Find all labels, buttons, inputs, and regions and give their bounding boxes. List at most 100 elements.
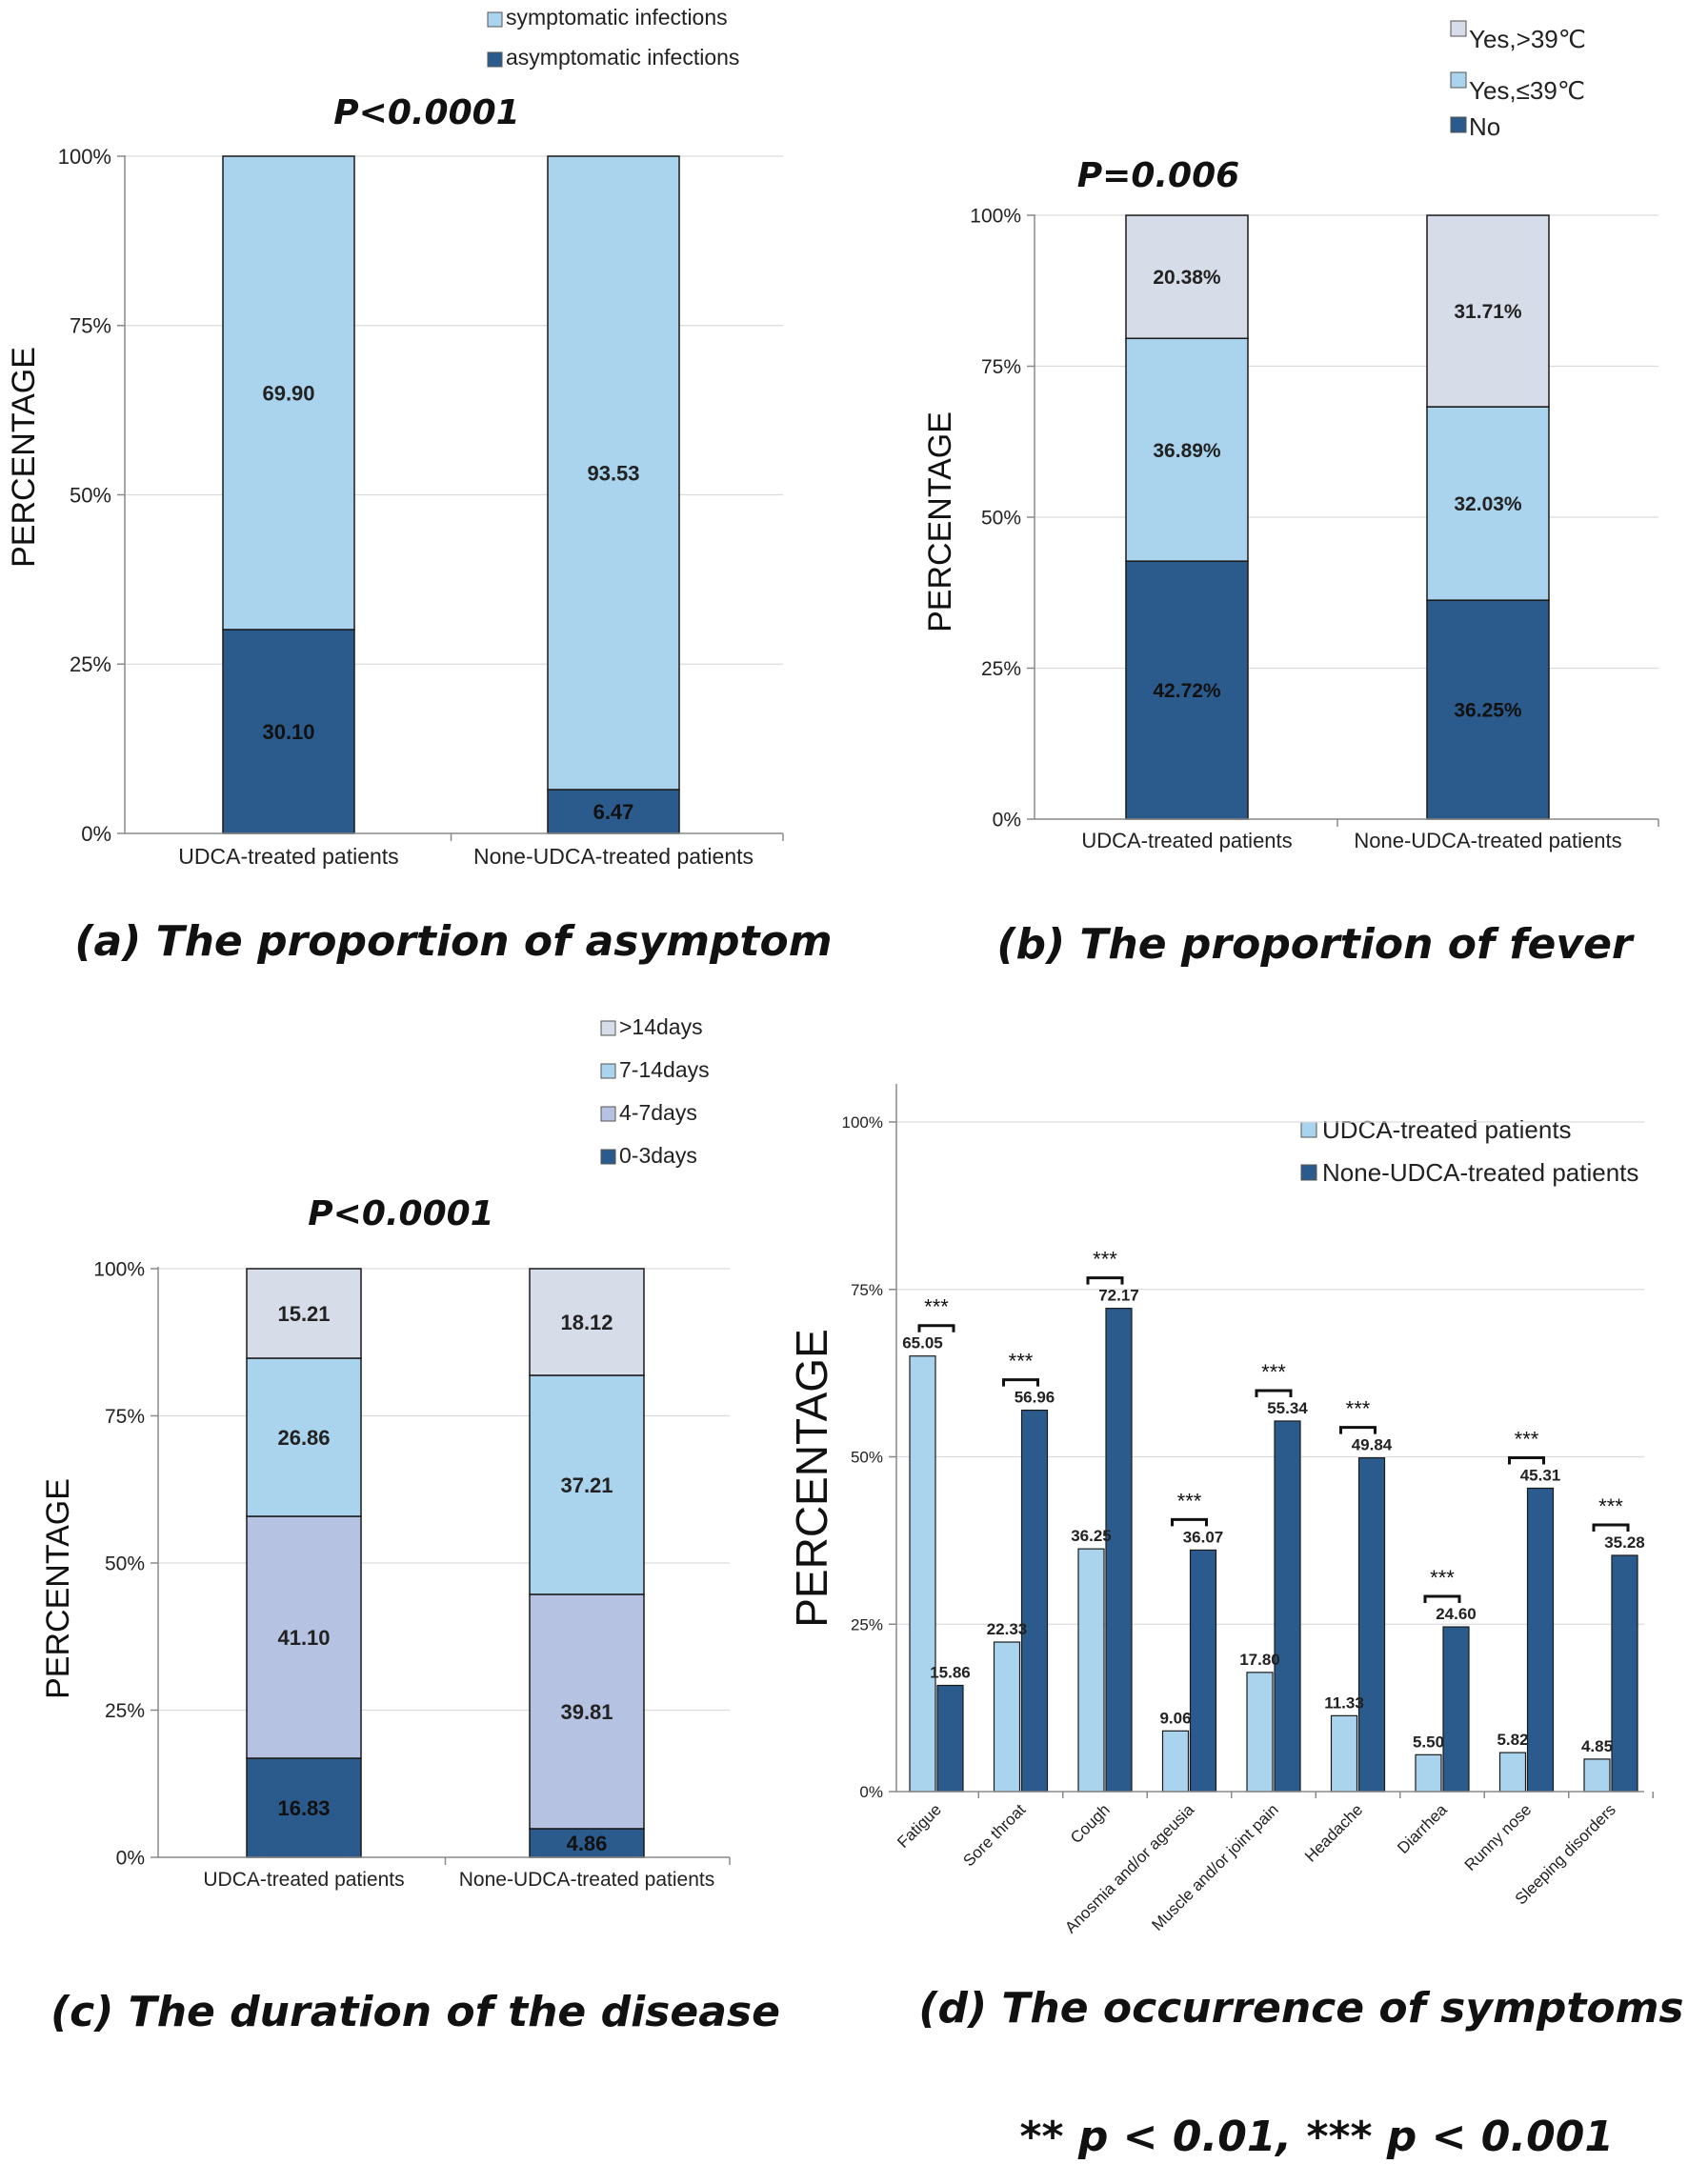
bar-segment — [222, 155, 355, 631]
y-tick-label: 75% — [981, 356, 1021, 378]
bar-segment — [246, 1357, 362, 1517]
stacked-bars — [246, 1268, 645, 1858]
data-label: 4.86 — [567, 1832, 608, 1855]
bar — [1161, 1730, 1190, 1793]
data-label: 15.21 — [277, 1302, 330, 1326]
caption-d: (d) The occurrence of symptoms — [918, 1984, 1683, 2033]
y-gridlines — [117, 155, 783, 834]
y-tick-label: 25% — [105, 1700, 145, 1722]
significance-brackets: *** *** *** *** *** *** *** *** *** — [917, 1248, 1630, 1604]
bar-segment — [1125, 214, 1249, 340]
data-label: 24.60 — [1436, 1605, 1477, 1623]
y-tick-label: 0% — [81, 822, 111, 846]
bar-segment — [246, 1268, 362, 1359]
y-tick-labels: 0% 25% 50% 75% 100% — [970, 206, 1021, 832]
y-axis-label: PERCENTAGE — [922, 411, 958, 632]
significance-marker: *** — [1515, 1427, 1539, 1451]
significance-marker: *** — [1009, 1350, 1034, 1373]
data-label: 55.34 — [1267, 1399, 1308, 1417]
data-labels: 42.72% 36.89% 20.38% 36.25% 32.03% 31.71% — [1153, 267, 1522, 721]
bar — [1020, 1409, 1049, 1793]
data-label: 65.05 — [902, 1334, 943, 1352]
significance-marker: *** — [1598, 1494, 1623, 1518]
legend-label-fever-high: Yes,>39℃ — [1469, 25, 1586, 53]
legend-swatch-udca — [1300, 1121, 1317, 1138]
y-tick-labels: 0% 25% 50% 75% 100% — [58, 145, 111, 846]
legend-label-4-7-days: 4-7days — [619, 1100, 697, 1125]
data-label: 56.96 — [1015, 1389, 1055, 1407]
y-tick-label: 100% — [93, 1259, 145, 1281]
caption-c: (c) The duration of the disease — [50, 1988, 780, 2036]
bar — [1498, 1752, 1527, 1793]
bar — [1526, 1487, 1555, 1793]
significance-marker: *** — [1261, 1360, 1286, 1384]
data-label: 4.85 — [1581, 1737, 1613, 1755]
significance-marker: *** — [1346, 1397, 1371, 1421]
bar — [1611, 1554, 1638, 1793]
data-label: 18.12 — [560, 1311, 613, 1334]
data-label: 72.17 — [1098, 1287, 1139, 1305]
stacked-bars — [222, 155, 680, 834]
bar — [1274, 1420, 1301, 1793]
chart-panel-d: UDCA-treated patients None-UDCA-treated … — [787, 1084, 1684, 2033]
y-gridlines — [1027, 214, 1658, 820]
caption-b: (b) The proportion of fever — [996, 920, 1635, 969]
chart-panel-c: >14days 7-14days 4-7days 0-3days P<0.000… — [40, 1014, 780, 2036]
data-label: 93.53 — [587, 461, 639, 485]
bar-segment — [1426, 406, 1550, 601]
bar — [1442, 1626, 1470, 1793]
bar-segment — [529, 1268, 645, 1376]
data-label: 39.81 — [560, 1700, 613, 1724]
bar-segment — [547, 155, 680, 791]
data-label: 9.06 — [1159, 1709, 1191, 1727]
data-label: 49.84 — [1352, 1436, 1393, 1454]
bar — [993, 1641, 1021, 1793]
significance-bracket — [1592, 1523, 1630, 1532]
x-tick-label: Sore throat — [959, 1800, 1029, 1870]
p-value-title: P<0.0001 — [333, 93, 519, 132]
legend-swatch-over-14-days — [600, 1020, 616, 1036]
grouped-bars — [909, 1308, 1638, 1793]
significance-bracket — [1339, 1426, 1377, 1434]
y-tick-label: 50% — [851, 1449, 883, 1467]
data-label: 35.28 — [1604, 1533, 1645, 1552]
significance-bracket — [1255, 1389, 1293, 1397]
legend-swatch-0-3-days — [600, 1149, 616, 1165]
y-tick-labels: 0% 25% 50% 75% 100% — [842, 1113, 883, 1801]
significance-bracket — [1508, 1455, 1545, 1465]
y-tick-labels: 0% 25% 50% 75% 100% — [93, 1259, 145, 1870]
x-tick-label: UDCA-treated patients — [203, 1869, 404, 1891]
y-tick-label: 50% — [70, 483, 111, 507]
legend-label-udca: UDCA-treated patients — [1322, 1115, 1572, 1144]
significance-bracket — [917, 1324, 955, 1332]
y-tick-label: 0% — [993, 810, 1021, 832]
data-label: 5.82 — [1497, 1731, 1528, 1749]
significance-marker: *** — [1430, 1566, 1455, 1590]
y-tick-label: 75% — [70, 314, 111, 338]
significance-bracket — [1086, 1276, 1124, 1285]
bar — [1583, 1758, 1611, 1793]
data-labels: 30.10 69.90 6.47 93.53 — [262, 381, 639, 824]
bar — [1105, 1308, 1133, 1793]
data-label: 32.03% — [1454, 493, 1522, 515]
data-labels: 65.05 15.86 22.33 56.96 36.25 72.17 9.06 36.07 1… — [902, 1287, 1645, 1755]
y-tick-label: 75% — [851, 1281, 883, 1299]
bar — [909, 1355, 936, 1793]
legend-swatch-4-7-days — [600, 1106, 616, 1122]
x-tick-labels: UDCA-treated patients None-UDCA-treated p… — [203, 1857, 731, 1891]
y-tick-label: 75% — [105, 1406, 145, 1428]
bar-segment — [1426, 214, 1550, 408]
data-label: 15.86 — [930, 1664, 971, 1682]
legend-swatch-no-fever — [1450, 116, 1467, 133]
legend-swatch-asymptomatic — [487, 51, 503, 68]
stacked-bars — [1125, 214, 1550, 820]
data-label: 36.25 — [1071, 1527, 1112, 1545]
y-tick-label: 25% — [981, 658, 1021, 680]
x-tick-labels: UDCA-treated patients None-UDCA-treated p… — [178, 833, 784, 869]
legend-label-over-14-days: >14days — [619, 1014, 703, 1039]
significance-bracket — [1171, 1517, 1208, 1527]
legend-swatch-none-udca — [1300, 1164, 1317, 1181]
legend-label-no-fever: No — [1469, 112, 1500, 141]
bar — [1077, 1548, 1105, 1793]
data-label: 6.47 — [593, 800, 634, 824]
